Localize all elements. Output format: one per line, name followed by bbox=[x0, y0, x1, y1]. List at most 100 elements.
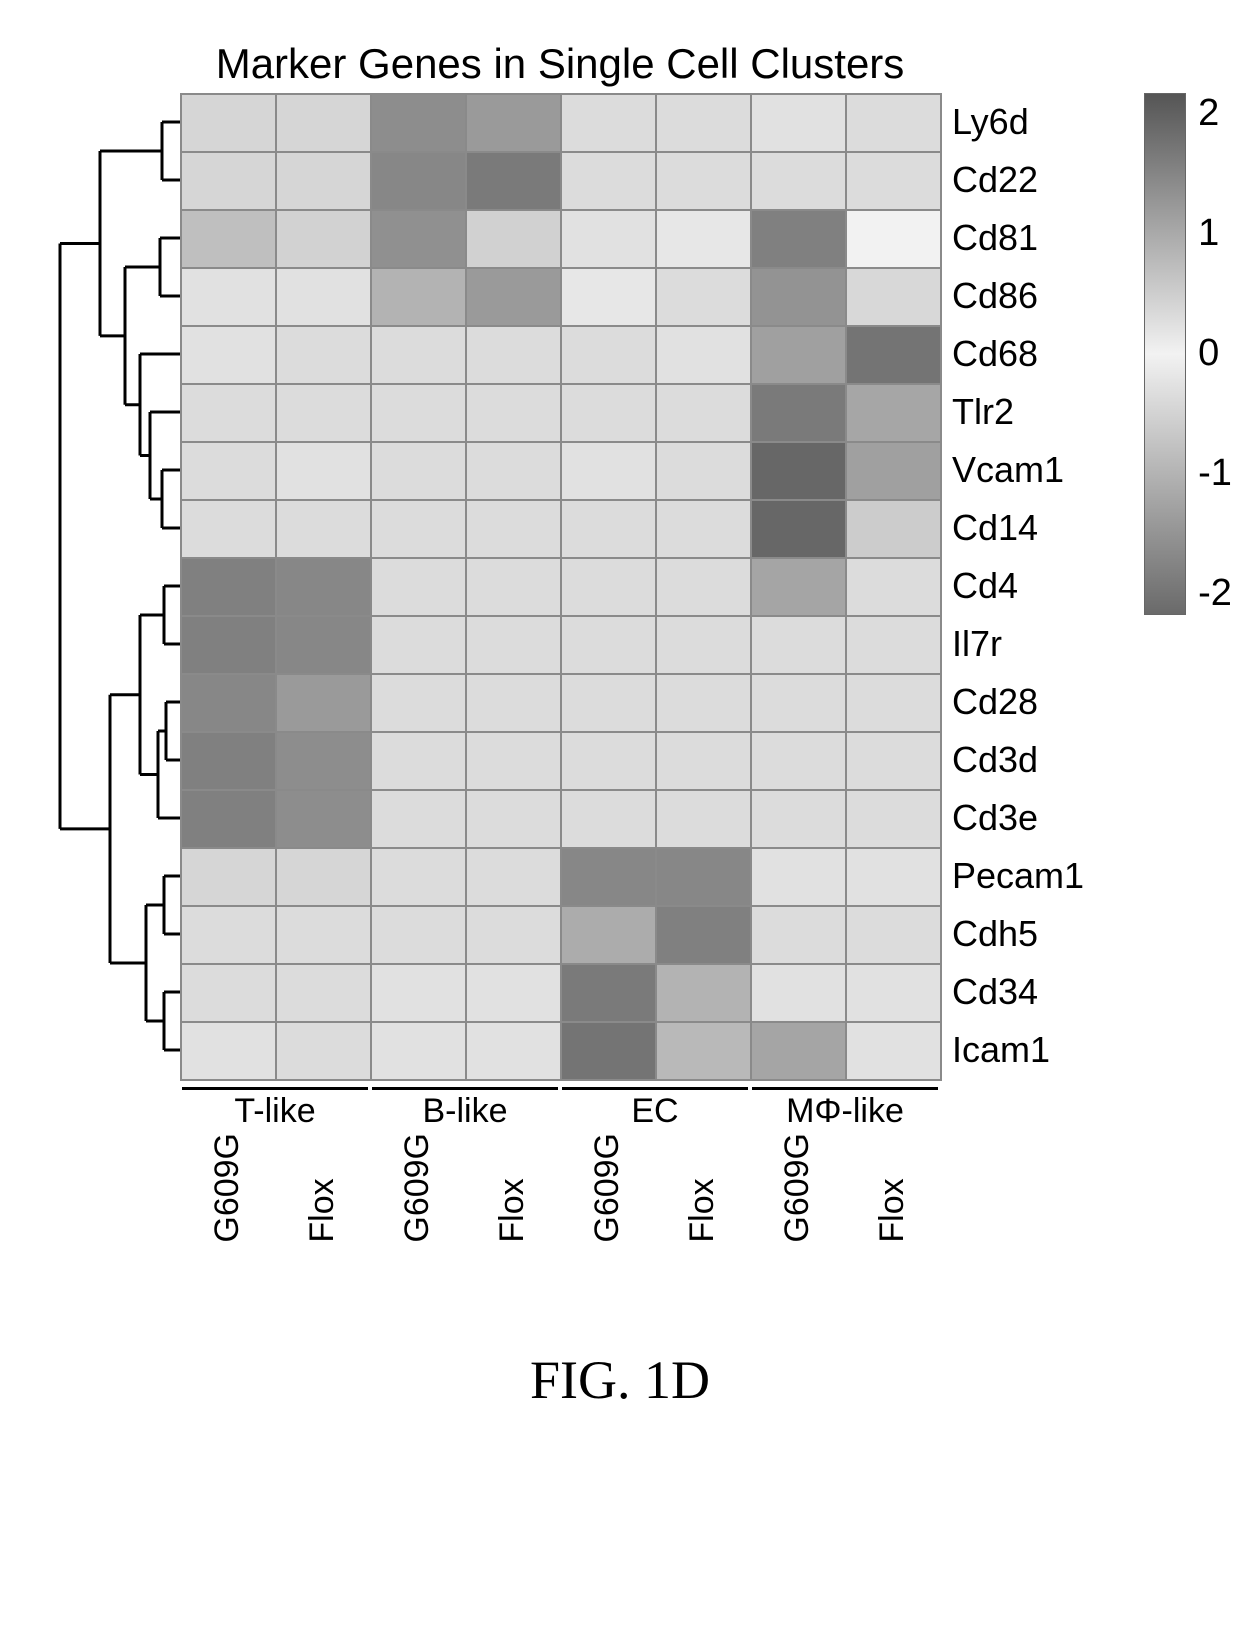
heatmap-cell bbox=[371, 674, 466, 732]
heatmap-cell bbox=[751, 1022, 846, 1080]
heatmap-cell bbox=[561, 500, 656, 558]
heatmap-cell bbox=[466, 964, 561, 1022]
row-label: Cd4 bbox=[952, 557, 1084, 615]
heatmap-cell bbox=[276, 442, 371, 500]
column-group-label: MΦ-like bbox=[752, 1087, 938, 1131]
heatmap-cell bbox=[846, 500, 941, 558]
heatmap-cell bbox=[561, 616, 656, 674]
heatmap-cell bbox=[656, 384, 751, 442]
row-label: Cd28 bbox=[952, 673, 1084, 731]
heatmap-cell bbox=[466, 326, 561, 384]
heatmap-cell bbox=[751, 616, 846, 674]
heatmap-cell bbox=[561, 152, 656, 210]
heatmap-cell bbox=[276, 674, 371, 732]
row-label: Cd3d bbox=[952, 731, 1084, 789]
heatmap-cell bbox=[846, 210, 941, 268]
heatmap-cell bbox=[751, 674, 846, 732]
heatmap-cell bbox=[276, 500, 371, 558]
heatmap-cell bbox=[371, 1022, 466, 1080]
heatmap-cell bbox=[181, 732, 276, 790]
heatmap-cell bbox=[656, 94, 751, 152]
heatmap-cell bbox=[276, 790, 371, 848]
figure-label: FIG. 1D bbox=[40, 1349, 1200, 1411]
heatmap-cell bbox=[656, 152, 751, 210]
heatmap-cell bbox=[561, 210, 656, 268]
heatmap-cell bbox=[276, 616, 371, 674]
heatmap-cell bbox=[181, 674, 276, 732]
heatmap-cell bbox=[751, 964, 846, 1022]
heatmap-cell bbox=[276, 732, 371, 790]
heatmap-cell bbox=[561, 964, 656, 1022]
heatmap-cell bbox=[751, 500, 846, 558]
heatmap-cell bbox=[846, 152, 941, 210]
row-label: Ly6d bbox=[952, 93, 1084, 151]
heatmap-cell bbox=[466, 674, 561, 732]
heatmap-cell bbox=[371, 94, 466, 152]
heatmap-cell bbox=[751, 152, 846, 210]
colorbar-ticks: 210-1-2 bbox=[1198, 93, 1232, 613]
heatmap-cell bbox=[656, 210, 751, 268]
heatmap-cell bbox=[751, 268, 846, 326]
column-sub-label: G609G bbox=[560, 1133, 655, 1249]
column-group-label: EC bbox=[562, 1087, 748, 1131]
heatmap-cell bbox=[751, 558, 846, 616]
heatmap-cell bbox=[181, 384, 276, 442]
heatmap-cell bbox=[466, 906, 561, 964]
heatmap-cell bbox=[561, 384, 656, 442]
heatmap-cell bbox=[656, 442, 751, 500]
column-group-labels: T-likeB-likeECMΦ-like bbox=[180, 1087, 942, 1131]
heatmap-cell bbox=[276, 1022, 371, 1080]
heatmap-cell bbox=[751, 442, 846, 500]
heatmap-cell bbox=[276, 384, 371, 442]
heatmap-cell bbox=[371, 210, 466, 268]
heatmap-cell bbox=[181, 268, 276, 326]
heatmap-cell bbox=[371, 442, 466, 500]
heatmap-cell bbox=[466, 848, 561, 906]
plot-area: T-likeB-likeECMΦ-like G609GFloxG609GFlox… bbox=[40, 93, 1200, 1249]
heatmap-cell bbox=[181, 616, 276, 674]
heatmap-cell bbox=[561, 326, 656, 384]
row-label: Tlr2 bbox=[952, 383, 1084, 441]
heatmap-cell bbox=[656, 558, 751, 616]
heatmap-cell bbox=[276, 94, 371, 152]
heatmap-cell bbox=[181, 790, 276, 848]
column-sub-label: G609G bbox=[370, 1133, 465, 1249]
row-label: Cd86 bbox=[952, 267, 1084, 325]
heatmap-cell bbox=[276, 326, 371, 384]
heatmap-cell bbox=[371, 326, 466, 384]
heatmap-cell bbox=[846, 964, 941, 1022]
heatmap-cell bbox=[846, 268, 941, 326]
heatmap-cell bbox=[181, 964, 276, 1022]
heatmap-cell bbox=[181, 326, 276, 384]
heatmap-cell bbox=[846, 732, 941, 790]
column-sub-label: Flox bbox=[275, 1133, 370, 1249]
column-sub-label: Flox bbox=[655, 1133, 750, 1249]
colorbar-container: 210-1-2 bbox=[1144, 93, 1232, 615]
heatmap-cell bbox=[181, 906, 276, 964]
heatmap-cell bbox=[751, 94, 846, 152]
row-dendrogram bbox=[40, 93, 180, 1079]
row-label: Cdh5 bbox=[952, 905, 1084, 963]
heatmap-cell bbox=[466, 500, 561, 558]
colorbar bbox=[1144, 93, 1186, 615]
column-sub-label: Flox bbox=[845, 1133, 940, 1249]
column-sub-label: G609G bbox=[750, 1133, 845, 1249]
row-label: Cd34 bbox=[952, 963, 1084, 1021]
heatmap-cell bbox=[656, 964, 751, 1022]
heatmap-cell bbox=[371, 152, 466, 210]
heatmap-cell bbox=[656, 326, 751, 384]
heatmap-cell bbox=[371, 268, 466, 326]
heatmap-cell bbox=[276, 848, 371, 906]
heatmap-cell bbox=[181, 94, 276, 152]
heatmap-cell bbox=[561, 558, 656, 616]
chart-container: Marker Genes in Single Cell Clusters T-l… bbox=[40, 40, 1200, 1411]
heatmap-cell bbox=[656, 616, 751, 674]
row-label: Cd22 bbox=[952, 151, 1084, 209]
heatmap-cell bbox=[276, 964, 371, 1022]
column-sub-label: G609G bbox=[180, 1133, 275, 1249]
heatmap-cell bbox=[371, 848, 466, 906]
heatmap-cell bbox=[466, 210, 561, 268]
column-group-label: T-like bbox=[182, 1087, 368, 1131]
heatmap-cell bbox=[656, 268, 751, 326]
heatmap-cell bbox=[656, 732, 751, 790]
